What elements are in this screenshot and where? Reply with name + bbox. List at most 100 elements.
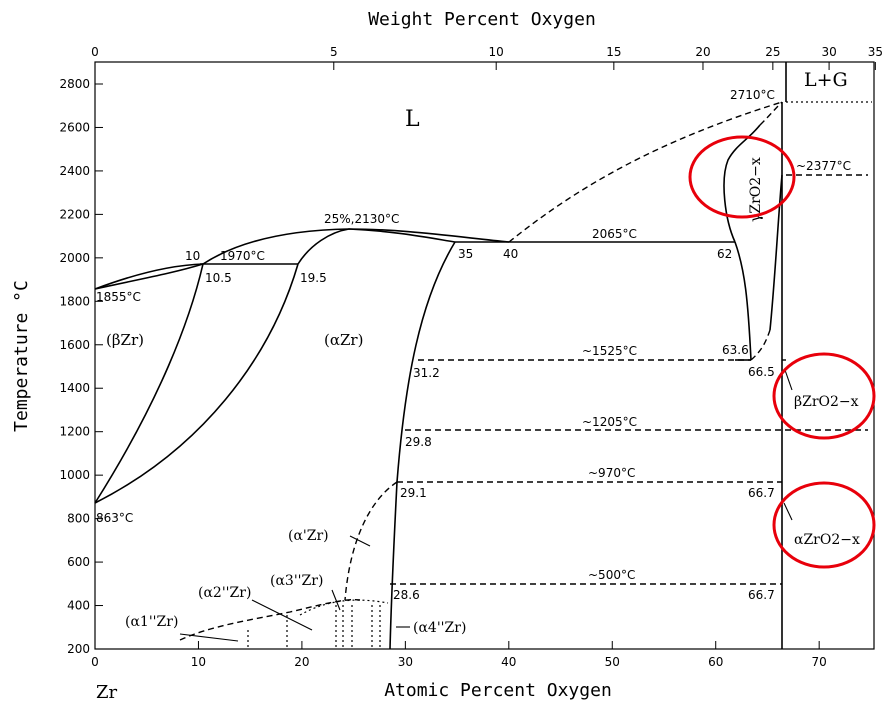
y-tick-label: 1800 <box>59 294 90 308</box>
comp-66.5: 66.5 <box>748 365 775 379</box>
y-tick-label: 2600 <box>59 120 90 134</box>
phase-gamma-zro2: γZrO2−x <box>748 157 764 222</box>
comp-66.7a: 66.7 <box>748 486 775 500</box>
x-bottom-tick-label: 40 <box>501 655 516 669</box>
arrow-beta-zro2 <box>784 369 793 391</box>
comp-29.8: 29.8 <box>405 435 432 449</box>
alpha-solvus <box>389 241 456 650</box>
x-bottom-tick-label: 70 <box>812 655 827 669</box>
label-2710: 2710°C <box>730 88 775 102</box>
x-top-ticks: 0 5 10 15 20 25 30 35 <box>91 45 883 70</box>
label-863: 863°C <box>96 511 133 525</box>
highlight-alpha-zro2 <box>772 481 876 569</box>
y-tick-label: 2000 <box>59 251 90 265</box>
bottom-axis-title: Atomic Percent Oxygen <box>384 680 612 701</box>
highlight-beta-zro2 <box>772 352 876 440</box>
point-labels: 1855°C 863°C 1970°C 25%,2130°C 2065°C 27… <box>96 88 851 602</box>
y-ticks: 200 400 600 800 1000 1200 1400 1600 1800 2000 2200… <box>59 77 103 656</box>
label-2377: ~2377°C <box>796 159 851 173</box>
x-top-tick-label: 10 <box>489 45 504 59</box>
dot-cap <box>299 599 389 616</box>
x-bottom-tick-label: 0 <box>91 655 99 669</box>
comp-28.6: 28.6 <box>393 588 420 602</box>
phase-liquid-gas: L+G <box>804 69 848 91</box>
x-bottom-tick-label: 20 <box>294 655 309 669</box>
phase-boundaries <box>94 62 787 650</box>
x-top-tick-label: 35 <box>868 45 883 59</box>
arrow-alpha2 <box>251 599 313 631</box>
x-top-tick-label: 5 <box>330 45 338 59</box>
comp-62: 62 <box>717 247 732 261</box>
comp-31.2: 31.2 <box>413 366 440 380</box>
comp-66.7b: 66.7 <box>748 588 775 602</box>
top-axis-title: Weight Percent Oxygen <box>368 9 596 30</box>
y-tick-label: 200 <box>67 642 90 656</box>
phase-liquid: L <box>405 107 420 132</box>
x-bottom-tick-label: 50 <box>605 655 620 669</box>
y-tick-label: 800 <box>67 512 90 526</box>
label-2065: 2065°C <box>592 227 637 241</box>
x-top-tick-label: 20 <box>695 45 710 59</box>
beta-transus <box>94 263 204 504</box>
x-top-tick-label: 0 <box>91 45 99 59</box>
liquidus-oxide <box>508 101 783 243</box>
element-label: Zr <box>96 682 118 703</box>
phase-alpha4: (α4''Zr) <box>413 620 466 636</box>
x-top-tick-label: 30 <box>821 45 836 59</box>
x-bottom-ticks: 0 10 20 30 40 50 60 70 <box>91 641 827 669</box>
alpha2-boundary <box>179 598 361 641</box>
phase-alpha-zr: (αZr) <box>324 331 363 349</box>
dashed-boundaries <box>179 101 868 641</box>
y-tick-label: 400 <box>67 599 90 613</box>
y-tick-label: 2200 <box>59 207 90 221</box>
comp-63.6: 63.6 <box>722 343 749 357</box>
y-tick-label: 1000 <box>59 468 90 482</box>
plot-frame <box>94 61 875 650</box>
arrow-alpha1 <box>179 633 239 642</box>
comp-40: 40 <box>503 247 518 261</box>
x-bottom-tick-label: 60 <box>708 655 723 669</box>
phase-beta-zr: (βZr) <box>106 331 144 349</box>
x-top-tick-label: 15 <box>606 45 621 59</box>
dotted-boundaries <box>247 101 872 649</box>
arrow-alpha-zro2 <box>783 502 793 521</box>
gamma-right-dashed <box>750 329 771 361</box>
x-bottom-tick-label: 30 <box>398 655 413 669</box>
arrows <box>179 369 793 642</box>
phase-beta-zro2: βZrO2−x <box>794 394 859 410</box>
liquidus-beta <box>94 263 204 290</box>
highlight-gamma-zro2 <box>688 135 796 219</box>
y-tick-label: 1200 <box>59 425 90 439</box>
label-1205: ~1205°C <box>582 415 637 429</box>
highlights <box>688 135 876 569</box>
x-bottom-tick-label: 10 <box>191 655 206 669</box>
y-tick-label: 2400 <box>59 164 90 178</box>
y-axis-title: Temperature °C <box>11 280 32 432</box>
phase-alpha-zro2: αZrO2−x <box>794 532 860 548</box>
gamma-right <box>769 174 783 331</box>
phase-alpha2: (α2''Zr) <box>198 585 251 601</box>
phase-alpha-prime: (α'Zr) <box>288 528 329 544</box>
arrow-alpha-prime <box>349 535 371 547</box>
comp-29.1: 29.1 <box>400 486 427 500</box>
x-top-tick-label: 25 <box>765 45 780 59</box>
y-tick-label: 600 <box>67 555 90 569</box>
comp-10: 10 <box>185 249 200 263</box>
solidus-alpha <box>297 228 456 265</box>
label-1525: ~1525°C <box>582 344 637 358</box>
gamma-upper <box>759 101 783 126</box>
phase-labels: L L+G (βZr) (αZr) (α'Zr) (α1''Zr) (α2''Z… <box>106 69 860 636</box>
y-tick-label: 2800 <box>59 77 90 91</box>
gamma-lower <box>734 241 752 361</box>
comp-19.5: 19.5 <box>300 271 327 285</box>
y-tick-label: 1600 <box>59 338 90 352</box>
y-tick-label: 1400 <box>59 381 90 395</box>
label-1855: 1855°C <box>96 290 141 304</box>
alpha-prime-boundary <box>344 481 398 601</box>
comp-10.5: 10.5 <box>205 271 232 285</box>
label-2130: 25%,2130°C <box>324 212 399 226</box>
arrow-alpha3 <box>331 589 341 611</box>
label-500: ~500°C <box>588 568 635 582</box>
